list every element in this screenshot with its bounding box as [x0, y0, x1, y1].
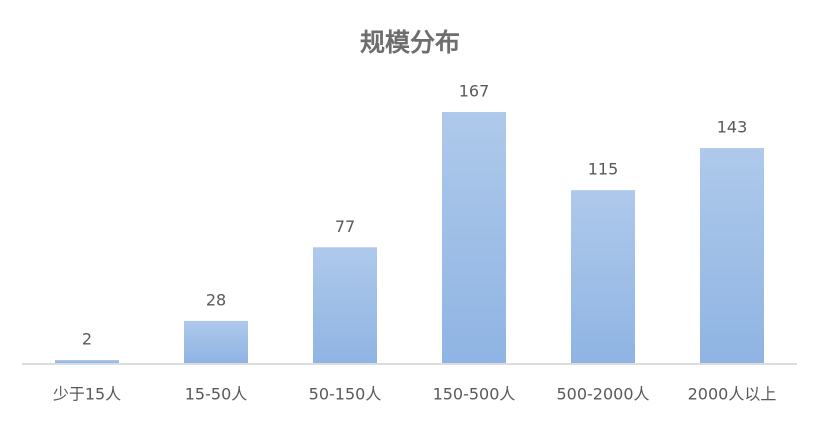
data-label: 143 [717, 118, 748, 137]
data-label: 28 [206, 290, 226, 309]
bar [313, 247, 377, 363]
bar [184, 320, 248, 363]
x-tick-label: 少于15人 [53, 385, 121, 404]
data-label: 77 [335, 217, 355, 236]
x-tick-label: 50-150人 [309, 385, 382, 404]
chart-title: 规模分布 [360, 28, 460, 57]
x-tick-label: 150-500人 [433, 385, 516, 404]
data-label: 167 [459, 82, 490, 101]
data-label: 2 [82, 329, 92, 348]
bar [571, 190, 635, 363]
bar [55, 359, 119, 363]
data-label: 115 [588, 160, 619, 179]
bar [442, 112, 506, 363]
bar [700, 148, 764, 363]
x-tick-label: 15-50人 [185, 385, 248, 404]
x-tick-label: 500-2000人 [556, 385, 649, 404]
x-tick-label: 2000人以上 [688, 385, 777, 404]
